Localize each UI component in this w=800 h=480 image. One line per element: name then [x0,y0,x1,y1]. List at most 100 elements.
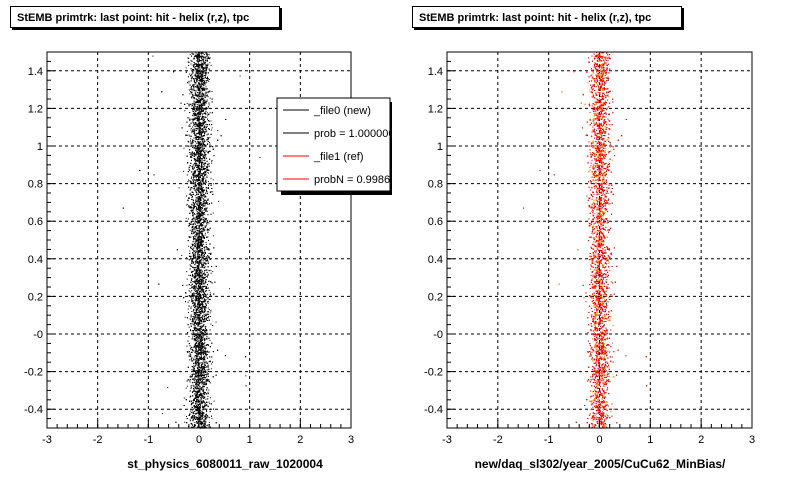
data-point [202,217,204,218]
data-point [190,387,192,389]
data-point [196,71,198,73]
data-point [204,225,206,227]
data-point [193,319,195,321]
data-point [210,323,212,325]
data-point [186,130,188,132]
data-point [193,173,195,175]
data-point [200,325,202,327]
data-point [206,81,208,83]
data-point [204,67,206,69]
data-point [201,328,203,330]
data-point [189,103,191,105]
data-point [202,93,204,95]
data-point [186,278,188,280]
data-point [206,150,208,152]
data-point [199,387,201,389]
data-point [199,278,201,280]
data-point [208,172,209,174]
data-point [207,398,209,400]
data-point [203,425,205,427]
data-point [211,363,213,365]
data-point [202,245,204,247]
data-point [199,409,201,411]
data-point [190,60,192,62]
data-point [181,255,183,256]
data-point [208,290,210,292]
data-point [198,121,200,123]
data-point [204,296,206,298]
data-point [202,94,204,96]
data-point [202,333,204,335]
data-point [193,407,195,409]
data-point [202,279,204,281]
data-point [207,415,209,417]
data-point [189,229,191,231]
data-point [200,70,202,72]
data-point [197,58,199,60]
data-point [204,307,206,309]
data-point [210,120,212,122]
data-point [199,426,201,428]
data-point [193,289,195,291]
plot-title-left: StEMB primtrk: last point: hit - helix (… [10,6,280,28]
data-point [211,418,213,420]
data-point [206,223,208,225]
data-point [197,95,199,97]
data-point [199,122,201,123]
data-point [198,329,200,331]
data-point [188,300,190,302]
data-point [203,263,204,265]
data-point [204,174,206,176]
data-point [205,117,207,118]
data-point [197,183,199,185]
data-point [206,317,208,318]
data-point [191,223,193,225]
data-point [209,112,211,114]
data-point [197,393,199,395]
data-point [194,147,196,148]
data-point [202,75,204,77]
data-point [202,140,204,142]
data-point [194,223,196,225]
data-point [190,78,192,80]
data-point [195,233,197,235]
data-point [202,262,204,264]
data-point [198,146,200,148]
data-point [202,149,204,151]
data-point [195,75,197,77]
data-point [204,356,206,358]
data-point [194,152,195,154]
data-point [194,98,196,100]
data-point [202,381,204,383]
data-point [201,195,203,197]
data-point [200,52,202,54]
data-point [206,144,208,145]
data-point [189,192,191,194]
data-point [191,73,193,75]
data-point [196,286,197,288]
data-point [196,177,198,179]
data-point [196,417,198,419]
data-point [204,108,206,110]
data-point [201,183,203,185]
data-point [192,258,194,259]
data-point [204,310,206,312]
data-point [199,172,201,174]
data-point [202,52,204,54]
data-point [198,103,200,105]
data-point [199,406,201,408]
data-point [208,309,210,310]
data-point [191,194,193,196]
data-point [200,209,202,211]
data-point [197,64,199,66]
data-point [210,133,212,135]
data-point [199,346,201,348]
data-point [200,134,202,136]
data-point [198,175,200,177]
data-point [193,232,195,233]
data-point [203,301,205,303]
data-point [202,304,204,306]
data-point [183,170,185,172]
data-point [210,64,212,66]
data-point [198,57,200,59]
